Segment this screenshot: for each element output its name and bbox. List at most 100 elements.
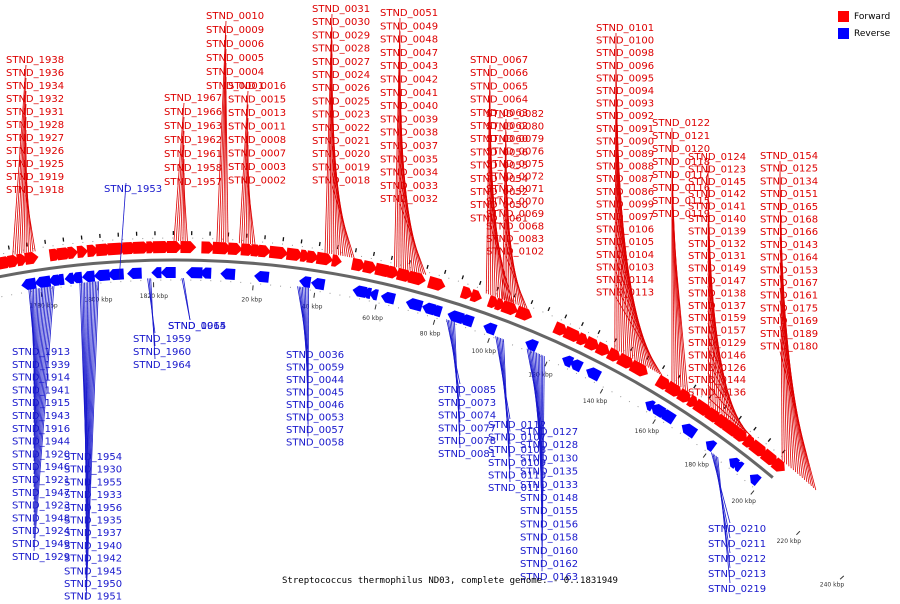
gene-label-STND_1966: STND_1966 — [164, 107, 222, 118]
gene-label-STND_1933: STND_1933 — [64, 490, 122, 501]
gene-label-STND_0094: STND_0094 — [596, 86, 654, 97]
gene-label-STND_0146: STND_0146 — [688, 350, 746, 361]
gene-label-STND_0089: STND_0089 — [596, 149, 654, 160]
gene-label-STND_0164: STND_0164 — [760, 253, 818, 264]
reverse-gene-block-39 — [750, 474, 762, 486]
gene-label-STND_0082: STND_0082 — [486, 109, 544, 120]
forward-gene-block-28 — [331, 254, 342, 267]
gene-label-STND_0129: STND_0129 — [688, 338, 746, 349]
gene-label-STND_0015: STND_0015 — [228, 95, 286, 106]
reverse-gene-block-1 — [35, 276, 52, 288]
gene-label-STND_0043: STND_0043 — [380, 61, 438, 72]
gene-label-STND_0158: STND_0158 — [520, 533, 578, 544]
gene-label-STND_0092: STND_0092 — [596, 111, 654, 122]
forward-gene-block-22 — [258, 245, 271, 258]
gene-label-STND_0029: STND_0029 — [312, 30, 370, 41]
gene-label-STND_1954: STND_1954 — [64, 452, 122, 463]
gene-label-STND_0133: STND_0133 — [520, 480, 578, 491]
gene-label-STND_0005: STND_0005 — [206, 53, 264, 64]
gene-label-STND_0088: STND_0088 — [596, 162, 654, 173]
feature-mark-30 — [548, 307, 550, 311]
scale-tick-label-6: 80 kbp — [420, 330, 441, 337]
gene-label-STND_0098: STND_0098 — [596, 48, 654, 59]
forward-gene-block-35 — [427, 276, 445, 291]
gene-label-STND_0161: STND_0161 — [760, 291, 818, 302]
gene-label-STND_0123: STND_0123 — [688, 164, 746, 175]
forward-gene-block-16 — [180, 241, 196, 253]
gene-label-STND_0045: STND_0045 — [286, 388, 344, 399]
reverse-gene-block-27 — [483, 323, 497, 336]
forward-swatch — [838, 11, 849, 22]
gene-label-STND_0099: STND_0099 — [596, 199, 654, 210]
reverse-gene-block-31 — [586, 367, 602, 381]
reverse-swatch — [838, 28, 849, 39]
gene-label-STND_0059: STND_0059 — [286, 363, 344, 374]
gene-label-STND_0132: STND_0132 — [688, 239, 746, 250]
gene-label-STND_0090: STND_0090 — [596, 136, 654, 147]
gene-label-STND_1935: STND_1935 — [64, 516, 122, 527]
feature-mark-31 — [565, 315, 567, 319]
gene-label-STND_0145: STND_0145 — [688, 177, 746, 188]
gene-label-STND_0002: STND_0002 — [228, 176, 286, 187]
gene-label-STND_0139: STND_0139 — [688, 226, 746, 237]
legend-label-forward: Forward — [854, 12, 890, 22]
gene-label-STND_1953: STND_1953 — [104, 184, 162, 195]
gene-label-STND_0070: STND_0070 — [486, 197, 544, 208]
gene-label-STND_0162: STND_0162 — [520, 559, 578, 570]
gene-label-STND_0011: STND_0011 — [228, 122, 286, 133]
gene-label-STND_0021: STND_0021 — [312, 136, 370, 147]
feature-mark-25 — [462, 275, 463, 279]
gene-label-STND_1921: STND_1921 — [12, 475, 70, 486]
gene-label-STND_1923: STND_1923 — [12, 501, 70, 512]
gene-label-STND_1930: STND_1930 — [64, 465, 122, 476]
gene-label-STND_1951: STND_1951 — [64, 592, 122, 600]
gene-label-STND_0122: STND_0122 — [652, 118, 710, 129]
connector-STND_0002 — [248, 186, 255, 245]
gene-label-STND_0030: STND_0030 — [312, 17, 370, 28]
reverse-gene-block-10 — [151, 267, 161, 278]
reverse-gene-block-15 — [254, 271, 269, 283]
gene-label-STND_1949: STND_1949 — [12, 539, 70, 550]
reverse-gene-block-21 — [381, 292, 396, 305]
reverse-gene-block-35 — [682, 424, 698, 439]
forward-gene-block-6 — [67, 247, 78, 259]
gene-label-STND_0051: STND_0051 — [380, 8, 438, 19]
gene-label-STND_1926: STND_1926 — [6, 146, 64, 157]
gene-label-STND_0041: STND_0041 — [380, 88, 438, 99]
gene-label-STND_0212: STND_0212 — [708, 554, 766, 565]
gene-label-STND_0042: STND_0042 — [380, 75, 438, 86]
gene-label-STND_0071: STND_0071 — [486, 184, 544, 195]
gene-label-STND_0049: STND_0049 — [380, 21, 438, 32]
gene-label-STND_0154: STND_0154 — [760, 151, 818, 162]
forward-gene-block-15 — [167, 241, 182, 253]
forward-gene-block-27 — [316, 252, 333, 266]
gene-label-STND_0016: STND_0016 — [228, 81, 286, 92]
connector-STND_0014 — [183, 278, 190, 320]
feature-mark-21 — [391, 256, 392, 260]
gene-label-STND_0125: STND_0125 — [760, 164, 818, 175]
gene-label-STND_0103: STND_0103 — [596, 262, 654, 273]
gene-label-STND_1947: STND_1947 — [12, 488, 70, 499]
gene-label-STND_0076: STND_0076 — [486, 147, 544, 158]
gene-label-STND_1936: STND_1936 — [6, 68, 64, 79]
feature-mark-19 — [356, 248, 357, 252]
feature-mark-20 — [374, 252, 375, 256]
scale-tick-label-12: 200 kbp — [732, 498, 757, 505]
gene-label-STND_0147: STND_0147 — [688, 276, 746, 287]
gene-label-STND_0095: STND_0095 — [596, 73, 654, 84]
gene-label-STND_0083: STND_0083 — [486, 234, 544, 245]
gene-label-STND_1962: STND_1962 — [164, 135, 222, 146]
gene-label-STND_0141: STND_0141 — [688, 202, 746, 213]
gene-label-STND_0160: STND_0160 — [520, 546, 578, 557]
gene-label-STND_0091: STND_0091 — [596, 124, 654, 135]
feature-mark-24 — [445, 270, 446, 274]
gene-label-STND_0069: STND_0069 — [486, 209, 544, 220]
forward-gene-block-19 — [228, 243, 243, 256]
gene-label-STND_0079: STND_0079 — [486, 134, 544, 145]
gene-label-STND_0136: STND_0136 — [688, 388, 746, 399]
gene-label-STND_0065: STND_0065 — [470, 81, 528, 92]
gene-label-STND_0165: STND_0165 — [760, 202, 818, 213]
gene-label-STND_0044: STND_0044 — [286, 375, 344, 386]
reverse-gene-block-30 — [570, 359, 584, 372]
